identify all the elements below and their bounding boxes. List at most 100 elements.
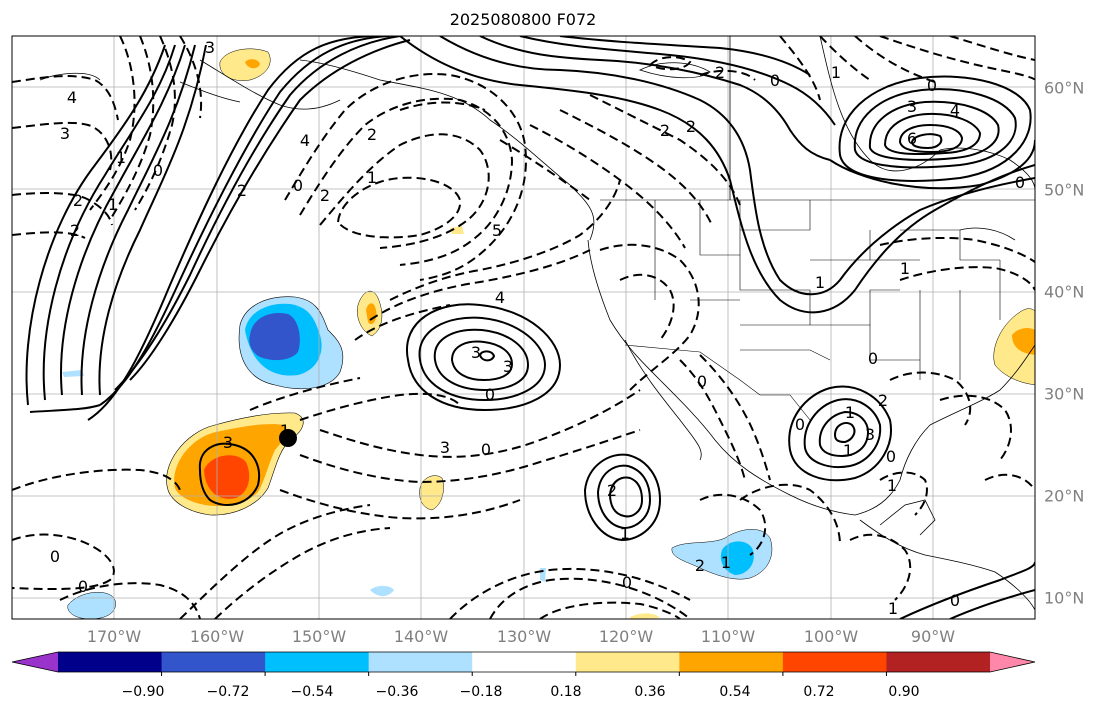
contour-label: 1 <box>887 476 897 495</box>
contour-label: 2 <box>660 121 670 140</box>
contour-label: 0 <box>697 372 707 391</box>
colorbar-tick-label: −0.18 <box>459 684 503 700</box>
colorbar-tick-label: 0.54 <box>719 684 751 700</box>
lat-label: 40°N <box>1044 282 1085 302</box>
contour-label: 1 <box>845 403 855 422</box>
contour-label: 2 <box>70 221 80 240</box>
contour-label: 0 <box>950 591 960 610</box>
contour-label: 5 <box>492 221 502 240</box>
colorbar-outline <box>11 651 1036 673</box>
contour-label: 0 <box>1015 173 1025 192</box>
positive-anomaly-region <box>245 59 260 69</box>
contour-label: 1 <box>620 524 630 543</box>
contour-label: 0 <box>485 385 495 404</box>
contour-label: 3 <box>223 433 233 452</box>
contour-label: 2 <box>320 186 330 205</box>
contour-label: 3 <box>440 438 450 457</box>
lon-label: 110°W <box>700 627 756 646</box>
contour-label: 0 <box>153 161 163 180</box>
negative-anomaly-region <box>370 585 394 597</box>
map-plot-area <box>12 36 1035 619</box>
negative-anomaly-region <box>249 312 300 361</box>
contour-label: 2 <box>607 481 617 500</box>
contour-label: 2 <box>367 125 377 144</box>
positive-anomaly-region <box>366 303 377 325</box>
contour-label: 0 <box>481 440 491 459</box>
contour-label: 1 <box>116 148 126 167</box>
lat-label: 20°N <box>1044 486 1085 506</box>
colorbar-extend-high <box>990 652 1035 672</box>
lat-label: 60°N <box>1044 78 1085 98</box>
contour-label: 6 <box>907 129 917 148</box>
negative-anomaly-region <box>62 370 84 377</box>
lat-label: 50°N <box>1044 180 1085 200</box>
colorbar-segment <box>58 652 163 672</box>
positive-anomaly-region <box>204 455 250 499</box>
contour-label: 1 <box>831 63 841 82</box>
contour-label: 0 <box>622 573 632 592</box>
contour-label: 2 <box>237 181 247 200</box>
contour-label: 2 <box>695 556 705 575</box>
contour-label: 0 <box>868 349 878 368</box>
negative-contours <box>12 36 1035 619</box>
contour-label: 1 <box>280 421 290 440</box>
contour-label: 3 <box>503 357 513 376</box>
contour-label: 1 <box>900 259 910 278</box>
contour-label: 4 <box>300 131 310 150</box>
gridlines <box>12 36 1035 619</box>
colorbar-tick-label: 0.36 <box>634 684 666 700</box>
contour-label: 0 <box>886 447 896 466</box>
contour-label: 2 <box>715 63 725 82</box>
positive-anomaly-region <box>1012 328 1035 355</box>
contour-label: 3 <box>865 425 875 444</box>
colorbar-tick-label: 0.72 <box>803 684 835 700</box>
lat-label: 10°N <box>1044 588 1085 608</box>
map-frame <box>11 35 1036 620</box>
colorbar-segment <box>782 652 887 672</box>
contour-label: 3 <box>60 124 70 143</box>
colorbar-segment <box>368 652 473 672</box>
map-title: 2025080800 F072 <box>449 10 597 29</box>
contour-label: 2 <box>73 191 83 210</box>
contour-label: 0 <box>795 415 805 434</box>
station-marker <box>279 429 297 447</box>
contour-label: 1 <box>721 553 731 572</box>
colorbar-segment <box>679 652 784 672</box>
coastlines <box>39 36 1035 611</box>
positive-anomaly-region <box>450 226 464 234</box>
lat-label: 30°N <box>1044 384 1085 404</box>
colorbar-segment <box>161 652 266 672</box>
contour-label: 0 <box>78 577 88 596</box>
contour-label: 1 <box>815 273 825 292</box>
colorbar-tick-label: −0.54 <box>290 684 334 700</box>
contour-label: 0 <box>927 76 937 95</box>
colorbar-segment <box>472 652 577 672</box>
contour-label: 3 <box>205 38 215 57</box>
contour-label: 4 <box>67 88 77 107</box>
lon-label: 170°W <box>86 627 142 646</box>
contour-label: 0 <box>770 71 780 90</box>
colorbar-tick-label: 0.18 <box>550 684 582 700</box>
lon-label: 140°W <box>393 627 449 646</box>
positive-anomaly-region <box>630 613 660 619</box>
lon-label: 120°W <box>598 627 654 646</box>
contour-label: 2 <box>686 117 696 136</box>
lon-label: 130°W <box>496 627 552 646</box>
lon-label: 160°W <box>189 627 245 646</box>
contour-label: 0 <box>293 176 303 195</box>
colorbar-extend-low <box>12 652 58 672</box>
contour-label: 0 <box>50 547 60 566</box>
positive-contours <box>25 36 1035 619</box>
contour-label: 2 <box>878 391 888 410</box>
colorbar-segment <box>886 652 991 672</box>
colorbar-tick-label: −0.72 <box>206 684 250 700</box>
colorbar-segment <box>575 652 680 672</box>
contour-label: 1 <box>843 441 853 460</box>
contour-label: 1 <box>367 168 377 187</box>
negative-anomaly-region <box>67 592 116 619</box>
contour-label: 3 <box>907 97 917 116</box>
colorbar-segment <box>265 652 370 672</box>
positive-anomaly-region <box>419 475 444 511</box>
